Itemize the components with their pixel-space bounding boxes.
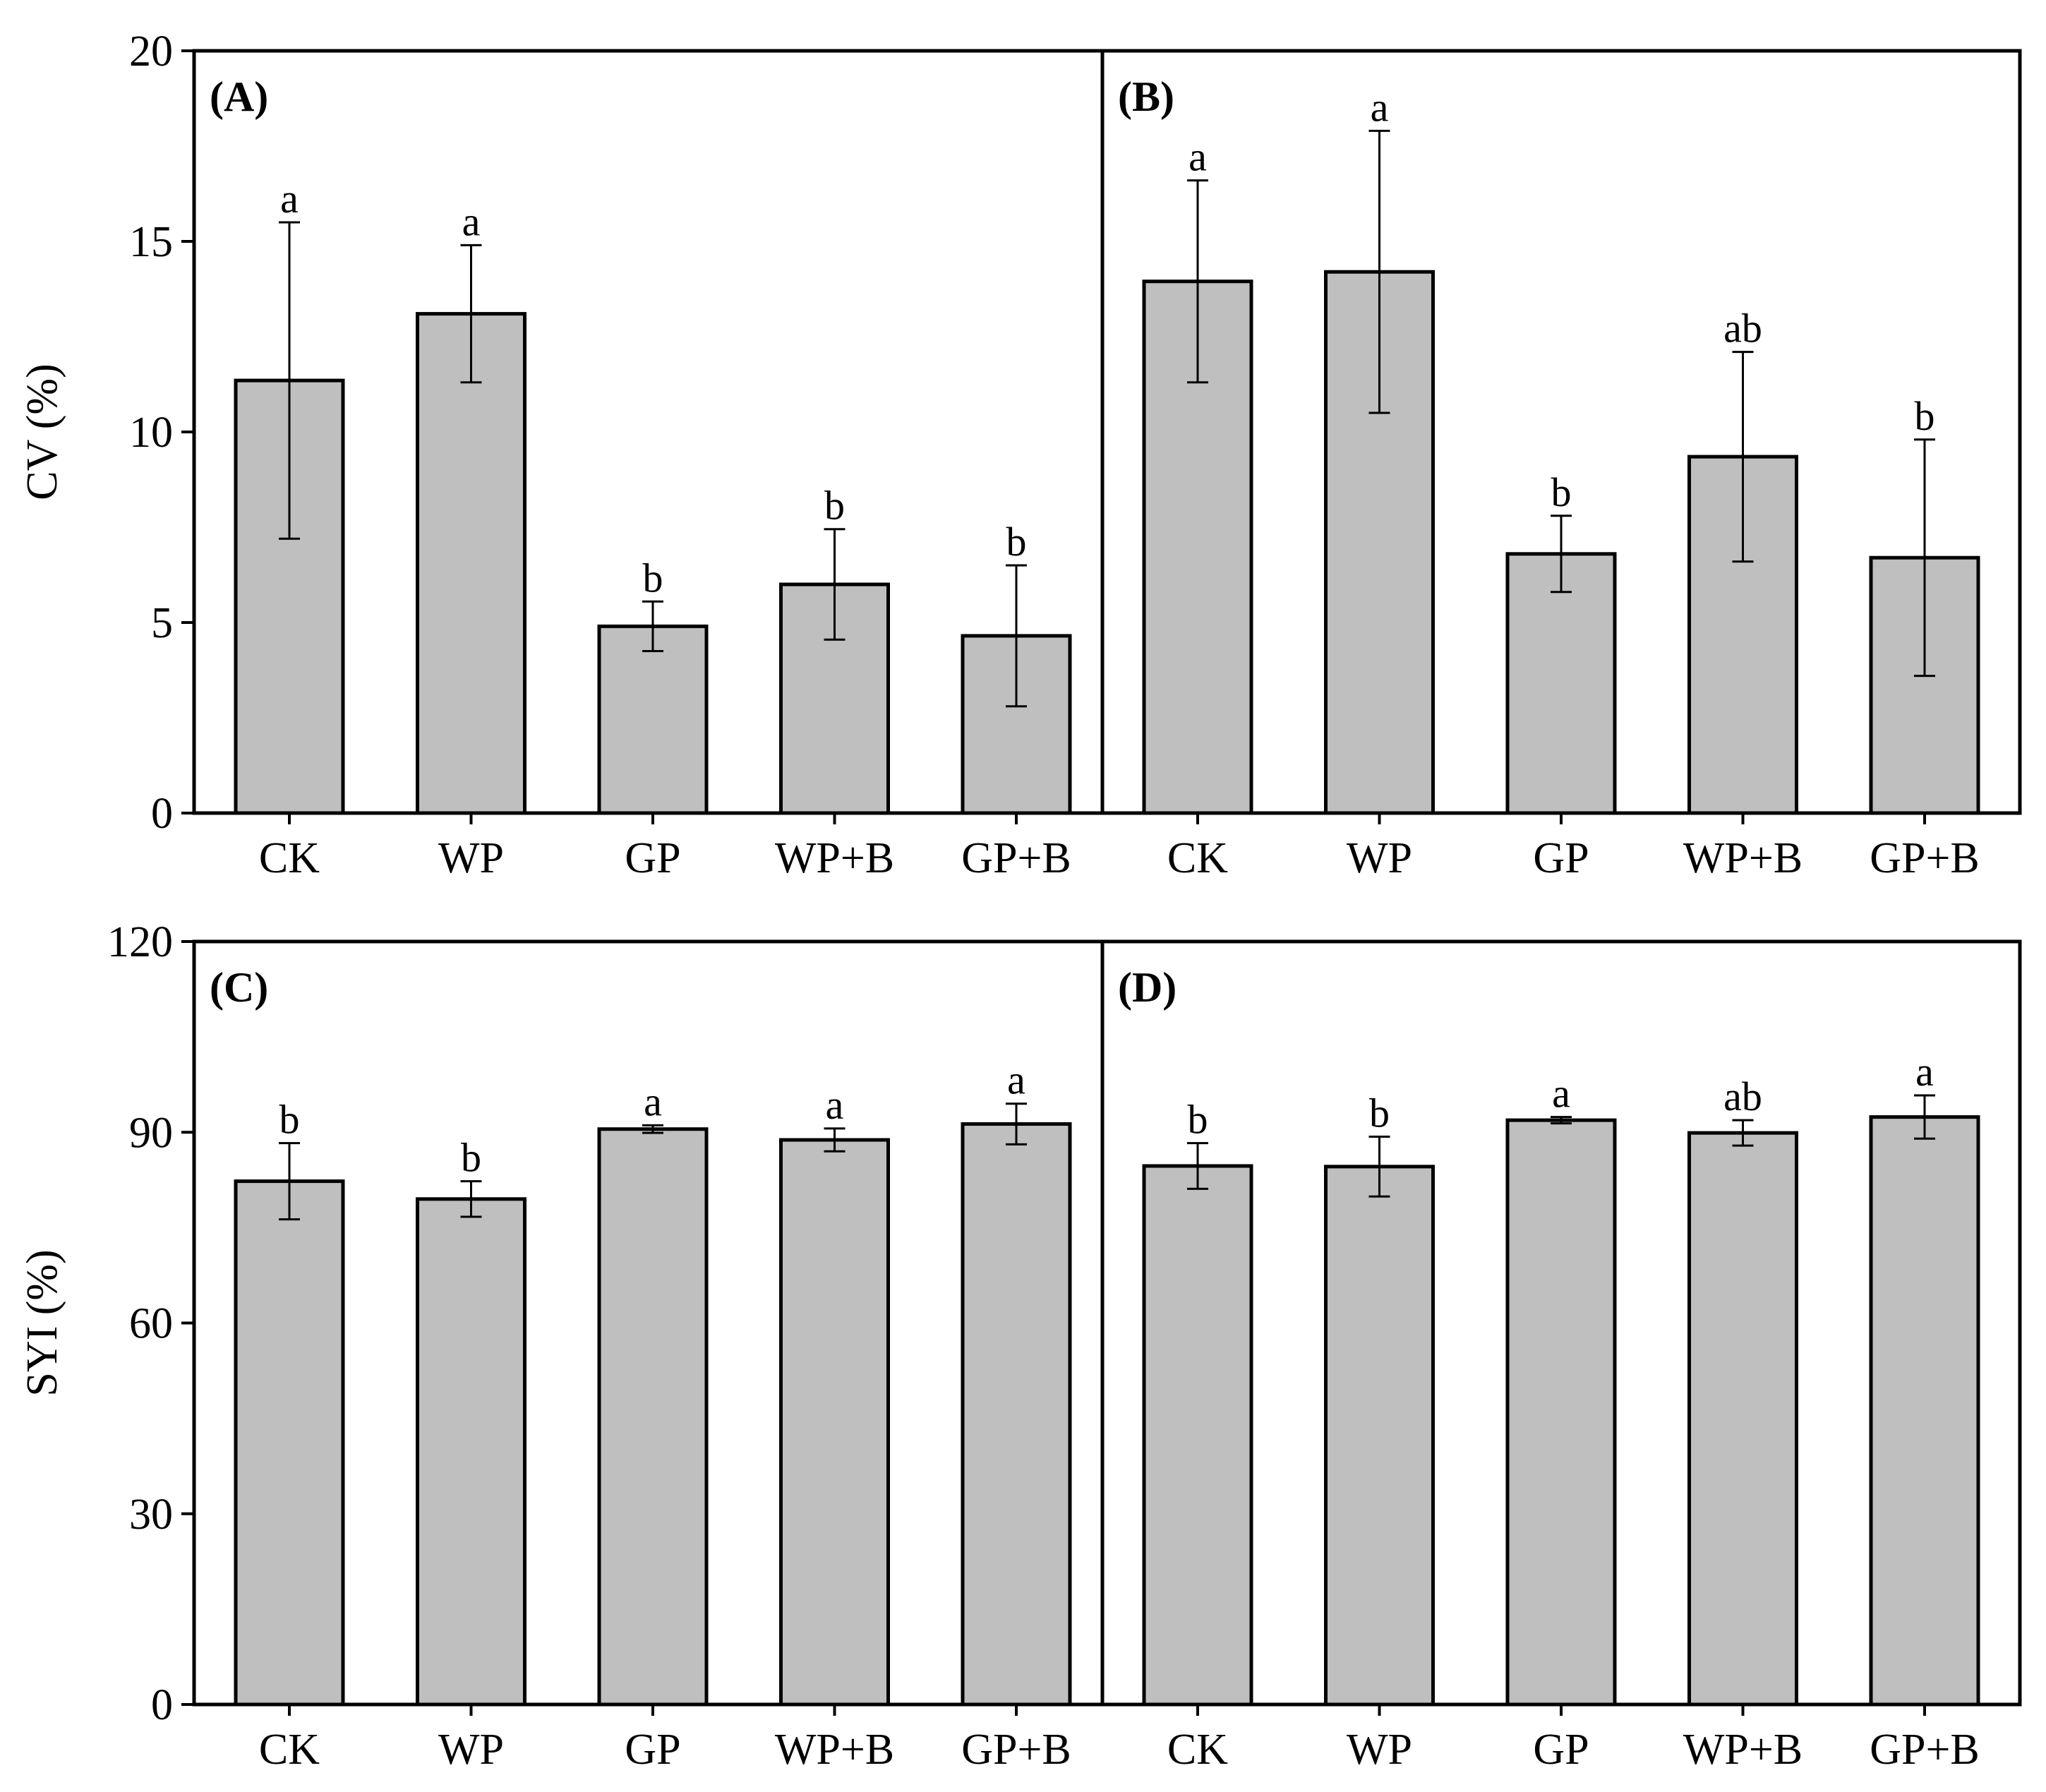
plot-frame — [192, 49, 2022, 815]
significance-label: b — [279, 1097, 300, 1143]
significance-label: a — [1552, 1071, 1570, 1117]
x-tick-label: WP — [1347, 1726, 1412, 1774]
x-tick-label: GP — [1533, 834, 1589, 882]
panel-label: (A) — [210, 73, 268, 120]
y-tick-label: 0 — [151, 790, 173, 838]
y-tick-label: 30 — [129, 1491, 173, 1539]
bar-wp-plus-b — [1687, 1131, 1798, 1707]
significance-label: a — [280, 176, 299, 222]
bar-ck — [234, 1179, 345, 1707]
panel-label: (C) — [210, 964, 268, 1011]
chart-row-1: CV (%) 0 5 10 15 20 (A) a CK a WP b GP b WP+B b GP+B (B) a… — [18, 28, 2022, 882]
significance-label: ab — [1723, 306, 1762, 351]
panel-a: (A) a CK a WP b GP b WP+B b GP+B — [210, 73, 1072, 882]
x-tick-label: WP+B — [775, 834, 894, 882]
chart-row-2: SYI (%)0306090120(C)bCKbWPaGPaWP+BaGP+B(… — [18, 918, 2022, 1774]
significance-label: b — [1188, 1097, 1208, 1143]
x-tick-label: GP — [1533, 1726, 1589, 1774]
y-tick-label: 10 — [129, 409, 173, 457]
x-tick-label: WP — [438, 834, 504, 882]
panel-label: (B) — [1118, 73, 1174, 120]
x-tick-label: CK — [1167, 834, 1228, 882]
bar-wp — [416, 1197, 526, 1707]
significance-label: ab — [1723, 1074, 1762, 1119]
significance-label: a — [1007, 1057, 1025, 1103]
y-tick-label: 60 — [129, 1300, 173, 1348]
panel-label: (D) — [1118, 964, 1177, 1011]
bar-ck — [1142, 1164, 1253, 1707]
bar-gp-plus-b — [961, 1122, 1072, 1707]
panel-c: (C) b CK b WP a GP a WP+B a GP+B — [210, 964, 1072, 1774]
bar-gp-plus-b — [1869, 1115, 1980, 1707]
plot-frame — [192, 939, 2022, 1707]
x-tick-label: WP — [1347, 834, 1412, 882]
significance-label: a — [826, 1082, 844, 1128]
significance-label: b — [643, 555, 663, 601]
y-tick-label: 0 — [151, 1681, 173, 1729]
panel-b: (B) a CK a WP b GP ab WP+B b GP+B — [1118, 73, 1980, 882]
x-tick-label: GP+B — [1870, 1726, 1980, 1774]
y-tick-label: 5 — [151, 599, 173, 647]
x-tick-label: CK — [259, 834, 320, 882]
bar-gp — [1505, 1118, 1617, 1707]
x-tick-label: GP+B — [1870, 834, 1980, 882]
y-tick-label: 15 — [129, 218, 173, 266]
y-axis-title: CV (%) — [18, 363, 66, 500]
x-tick-label: GP — [625, 1726, 680, 1774]
bar-wp-plus-b — [779, 1138, 890, 1707]
x-tick-label: GP+B — [961, 1726, 1071, 1774]
y-axis-title: SYI (%) — [18, 1249, 66, 1396]
y-tick-label: 20 — [129, 28, 173, 76]
significance-label: b — [461, 1135, 481, 1181]
x-tick-label: WP+B — [1683, 834, 1803, 882]
y-tick-label: 90 — [129, 1109, 173, 1157]
y-tick-label: 120 — [107, 918, 173, 966]
x-tick-label: WP+B — [1683, 1726, 1803, 1774]
significance-label: a — [1189, 134, 1207, 180]
bar-wp — [1324, 1165, 1435, 1707]
x-tick-label: GP+B — [961, 834, 1071, 882]
significance-label: b — [1551, 469, 1572, 515]
significance-label: a — [644, 1078, 662, 1124]
x-tick-label: CK — [1167, 1726, 1228, 1774]
plot-root: CV (%) 0 5 10 15 20 (A) a CK a WP b GP b WP+B b GP+B (B) a… — [18, 28, 2022, 1774]
bar-gp — [597, 1127, 709, 1707]
x-tick-label: GP — [625, 834, 680, 882]
x-tick-label: WP — [438, 1726, 504, 1774]
significance-label: a — [1371, 84, 1389, 130]
bar-gp — [1505, 552, 1617, 815]
panel-d: (D) b CK b WP a GP ab WP+B a GP+B — [1118, 964, 1980, 1774]
bar-wp — [416, 312, 526, 815]
bar-gp — [597, 624, 709, 815]
x-tick-label: CK — [259, 1726, 320, 1774]
significance-label: b — [1369, 1090, 1390, 1136]
x-tick-label: WP+B — [775, 1726, 894, 1774]
significance-label: a — [462, 198, 481, 244]
significance-label: a — [1915, 1049, 1934, 1095]
significance-label: b — [1006, 519, 1027, 565]
significance-label: b — [1915, 393, 1935, 439]
significance-label: b — [824, 483, 845, 529]
